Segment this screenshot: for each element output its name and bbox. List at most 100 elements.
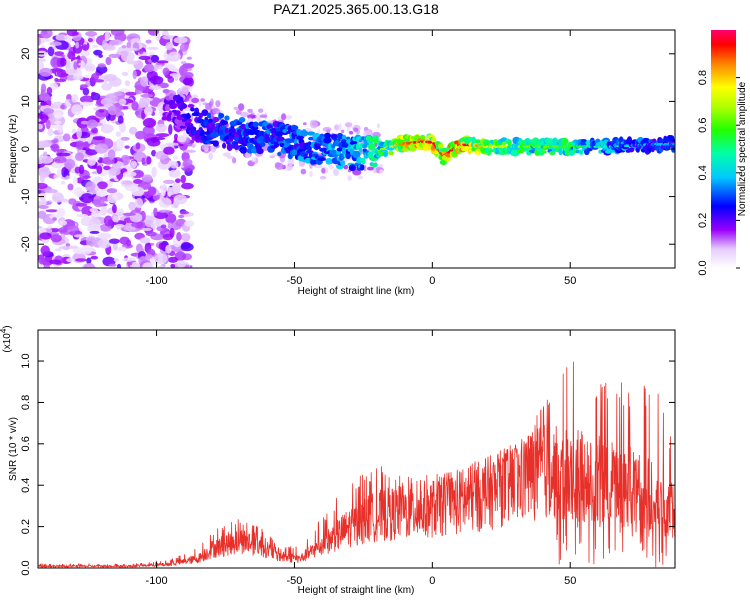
spectrogram-cell: [56, 69, 68, 78]
spectrogram-cell: [112, 215, 117, 223]
spectrogram-cell: [179, 125, 186, 129]
spectrogram-cell: [165, 42, 174, 51]
spectrogram-cell: [76, 213, 89, 218]
spectrogram-cell: [667, 135, 675, 141]
snr-y-multiplier: (x104): [0, 325, 13, 352]
spectrogram-y-ticks: -20 -10 0 10 20: [20, 48, 675, 252]
spectrogram-cell: [70, 167, 75, 174]
spectrogram-cell: [198, 100, 202, 107]
spectrogram-cell: [108, 167, 121, 176]
spectrogram-cell: [117, 246, 127, 252]
spectrogram-cell: [38, 205, 49, 209]
spectrogram-cell: [167, 51, 181, 62]
spectrogram-cell: [186, 56, 192, 60]
spectrogram-cell: [116, 263, 122, 268]
spectrogram-x-tick-label: 0: [429, 275, 435, 287]
spectrogram-cell: [321, 167, 326, 174]
spectrogram-cell: [344, 122, 353, 128]
spectrogram-cell: [367, 166, 375, 171]
spectrogram-cell: [119, 122, 126, 133]
spectrogram-cell: [75, 258, 87, 262]
spectrogram-cell: [126, 60, 139, 65]
spectrogram-cell: [40, 101, 47, 106]
spectrogram-cell: [92, 136, 106, 141]
spectrogram-cell: [78, 164, 85, 175]
spectrogram-cell: [191, 94, 198, 99]
spectrogram-cell: [96, 65, 108, 74]
spectrogram-cell: [87, 38, 93, 43]
spectrogram-cell: [97, 181, 108, 190]
spectrogram-cell: [361, 157, 366, 165]
spectrogram-cell: [232, 157, 237, 164]
spectrogram-cell: [132, 70, 137, 80]
spectrogram-cell: [362, 148, 367, 153]
spectrogram-cell: [100, 124, 114, 134]
spectrogram-cell: [210, 124, 216, 131]
spectrogram-cell: [341, 134, 347, 141]
spectrogram-cell: [38, 182, 48, 189]
spectrogram-cell: [135, 142, 141, 150]
spectrogram-cell: [55, 34, 68, 41]
spectrogram-cell: [71, 128, 77, 134]
spectrogram-cell: [179, 43, 189, 52]
spectrogram-cell: [38, 254, 45, 265]
spectrogram-cell: [642, 137, 650, 142]
spectrogram-cell: [172, 155, 179, 160]
spectrogram-cell: [192, 98, 199, 104]
spectrogram-cell: [146, 156, 152, 165]
spectrogram-cell: [347, 175, 352, 181]
spectrogram-cell: [91, 44, 99, 48]
spectrogram-cell: [38, 58, 47, 62]
spectrogram-cell: [101, 83, 113, 91]
spectrogram-cell: [237, 103, 245, 111]
spectrogram-cell: [103, 165, 111, 171]
spectrogram-cell: [54, 120, 62, 125]
spectrogram-cell: [84, 74, 90, 79]
spectrogram-cell: [314, 145, 321, 150]
spectrogram-cell: [151, 149, 157, 157]
spectrogram-cell: [67, 183, 74, 191]
spectrogram-cell: [169, 73, 180, 77]
spectrogram-cell: [158, 265, 164, 268]
spectrogram-cell: [307, 145, 312, 152]
spectrogram-cell: [635, 147, 640, 153]
spectrogram-cell: [671, 138, 675, 143]
spectrogram-cell: [50, 234, 62, 243]
spectrogram-cell: [91, 73, 99, 81]
spectrogram-cell: [238, 117, 246, 123]
spectrogram-cell: [61, 167, 68, 178]
spectrogram-cell: [176, 96, 184, 103]
spectrogram-cell: [260, 142, 266, 147]
spectrogram-cell: [79, 84, 88, 89]
spectrogram-cell: [125, 91, 137, 96]
spectrogram-cell: [106, 188, 118, 194]
spectrogram-cell: [142, 125, 155, 136]
spectrogram-cell: [138, 55, 151, 61]
spectrogram-cell: [279, 142, 285, 148]
spectrogram-cell: [183, 142, 195, 147]
spectrogram-cell: [47, 46, 55, 57]
spectrogram-x-axis-title: Height of straight line (km): [298, 286, 415, 297]
spectrogram-cell: [176, 123, 182, 130]
spectrogram-cell: [184, 220, 195, 227]
spectrogram-cell: [91, 127, 98, 134]
spectrogram-x-tick-label: -100: [146, 275, 168, 287]
colorbar: 0.0 0.2 0.4 0.6 0.8 Normalized spectral ampl…: [697, 30, 748, 276]
spectrogram-cell: [290, 125, 299, 131]
spectrogram-cell: [71, 104, 83, 115]
snr-x-tick-label: -100: [146, 575, 168, 587]
spectrogram-cell: [107, 105, 118, 116]
spectrogram-cell: [90, 255, 98, 260]
spectrogram-cell: [155, 133, 170, 138]
spectrogram-cell: [53, 174, 60, 179]
spectrogram-cell: [208, 152, 213, 161]
spectrogram-cell: [259, 114, 268, 118]
spectrogram-cell: [107, 193, 118, 204]
spectrogram-cell: [162, 35, 176, 40]
spectrogram-cells: [38, 30, 675, 268]
spectrogram-cell: [75, 152, 84, 162]
spectrogram-cell: [135, 130, 146, 140]
spectrogram-cell: [269, 155, 275, 159]
spectrogram-cell: [169, 186, 180, 195]
spectrogram-cell: [73, 234, 86, 238]
